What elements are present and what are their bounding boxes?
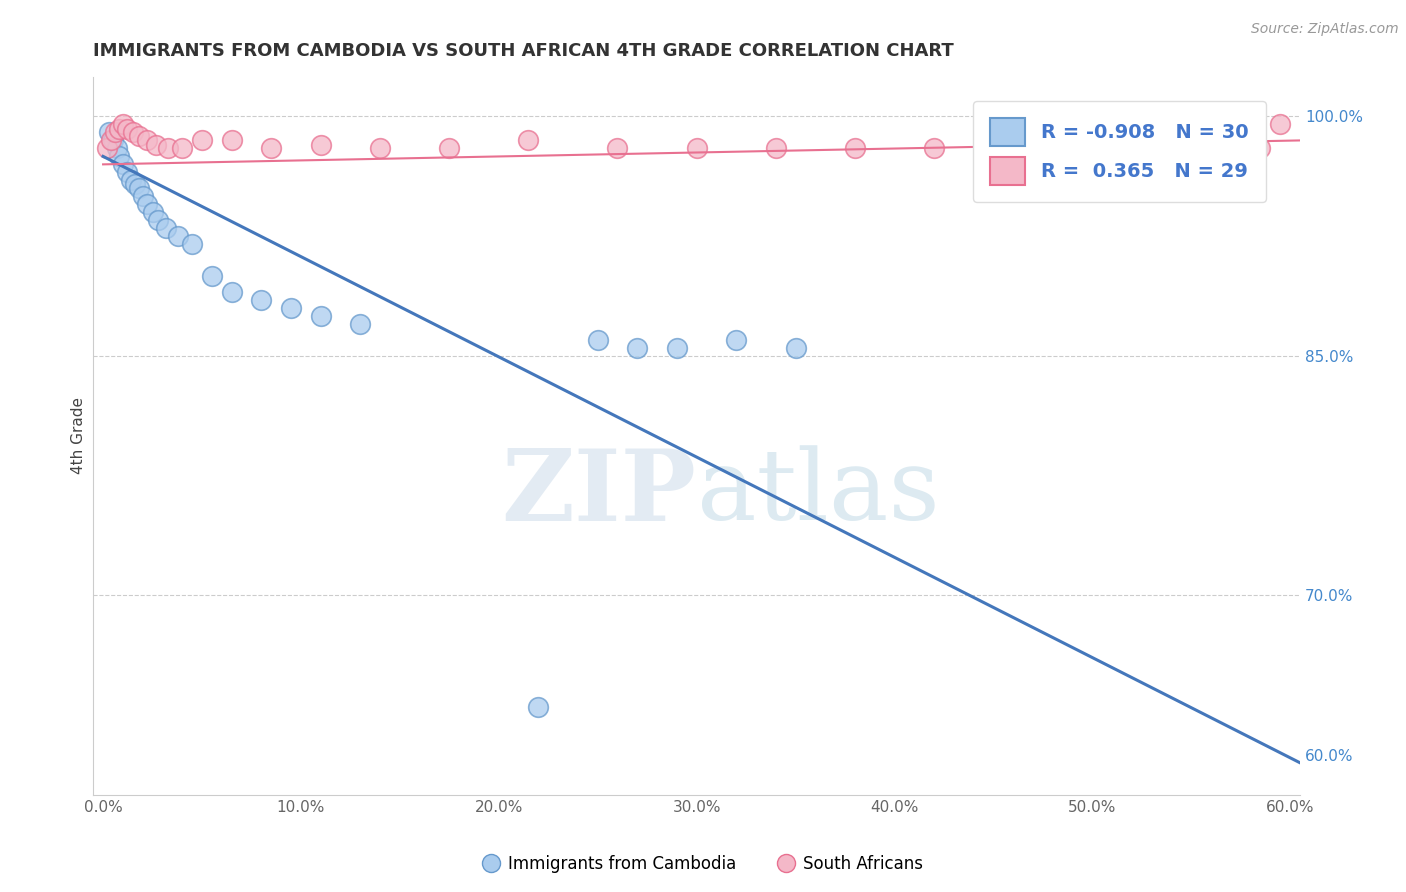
Point bbox=[104, 125, 127, 139]
Point bbox=[155, 221, 177, 235]
Point bbox=[121, 125, 143, 139]
Point bbox=[145, 138, 167, 153]
Point bbox=[105, 141, 128, 155]
Point bbox=[135, 197, 157, 211]
Point bbox=[148, 213, 170, 227]
Point bbox=[260, 141, 283, 155]
Point bbox=[606, 141, 628, 155]
Y-axis label: 4th Grade: 4th Grade bbox=[72, 397, 86, 475]
Point bbox=[517, 133, 540, 147]
Point bbox=[108, 122, 131, 136]
Point bbox=[785, 341, 807, 355]
Text: atlas: atlas bbox=[696, 445, 939, 541]
Point bbox=[100, 133, 122, 147]
Point bbox=[191, 133, 214, 147]
Point bbox=[128, 181, 150, 195]
Point bbox=[309, 309, 332, 323]
Point bbox=[221, 133, 243, 147]
Point bbox=[1180, 138, 1202, 153]
Point bbox=[665, 341, 688, 355]
Point bbox=[221, 285, 243, 299]
Point bbox=[115, 165, 138, 179]
Point bbox=[349, 317, 371, 331]
Point bbox=[108, 149, 131, 163]
Point bbox=[586, 333, 609, 347]
Point bbox=[101, 133, 124, 147]
Point bbox=[135, 133, 157, 147]
Point bbox=[115, 122, 138, 136]
Legend: Immigrants from Cambodia, South Africans: Immigrants from Cambodia, South Africans bbox=[477, 848, 929, 880]
Point bbox=[844, 141, 866, 155]
Text: IMMIGRANTS FROM CAMBODIA VS SOUTH AFRICAN 4TH GRADE CORRELATION CHART: IMMIGRANTS FROM CAMBODIA VS SOUTH AFRICA… bbox=[93, 42, 953, 60]
Point bbox=[280, 301, 302, 315]
Point bbox=[765, 141, 787, 155]
Point bbox=[181, 237, 204, 252]
Point bbox=[131, 189, 153, 203]
Point bbox=[1101, 141, 1123, 155]
Point bbox=[725, 333, 748, 347]
Point bbox=[172, 141, 194, 155]
Point bbox=[128, 128, 150, 143]
Point bbox=[98, 125, 121, 139]
Point bbox=[922, 141, 945, 155]
Point bbox=[685, 141, 707, 155]
Point bbox=[111, 118, 134, 132]
Text: Source: ZipAtlas.com: Source: ZipAtlas.com bbox=[1251, 22, 1399, 37]
Point bbox=[368, 141, 391, 155]
Point bbox=[124, 177, 146, 191]
Point bbox=[167, 229, 190, 244]
Point bbox=[111, 157, 134, 171]
Point bbox=[157, 141, 180, 155]
Point bbox=[309, 138, 332, 153]
Legend: R = -0.908   N = 30, R =  0.365   N = 29: R = -0.908 N = 30, R = 0.365 N = 29 bbox=[973, 101, 1267, 202]
Point bbox=[439, 141, 461, 155]
Point bbox=[1249, 141, 1271, 155]
Point bbox=[141, 205, 163, 219]
Point bbox=[120, 173, 142, 187]
Point bbox=[250, 293, 273, 307]
Text: ZIP: ZIP bbox=[502, 444, 696, 541]
Point bbox=[1002, 141, 1025, 155]
Point bbox=[201, 268, 224, 283]
Point bbox=[527, 700, 550, 714]
Point bbox=[96, 141, 118, 155]
Point bbox=[1270, 118, 1292, 132]
Point bbox=[626, 341, 648, 355]
